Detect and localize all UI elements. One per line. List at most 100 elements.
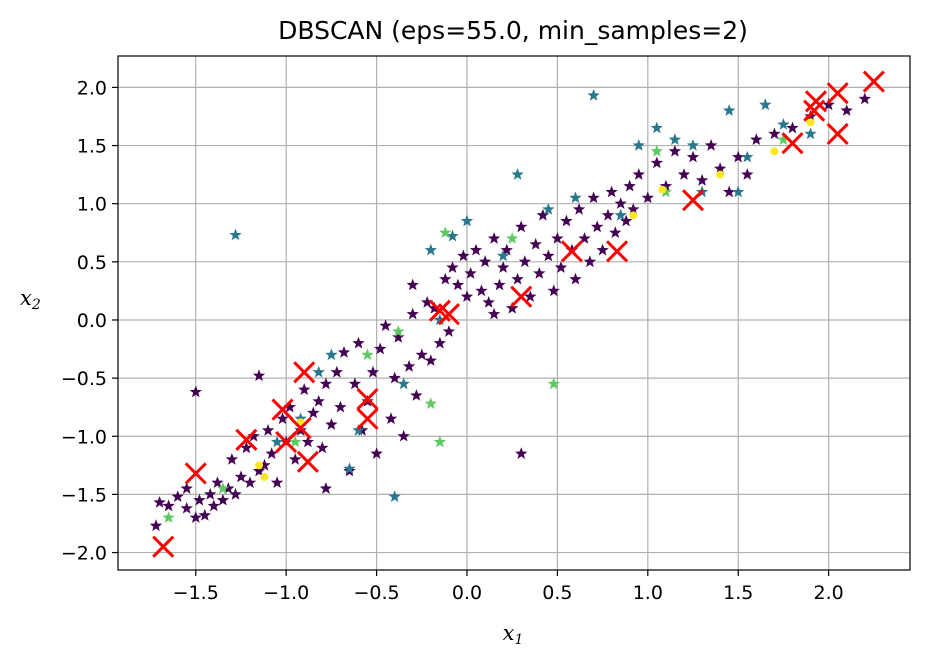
star-point: [469, 243, 483, 256]
star-point: [392, 325, 405, 337]
star-point: [243, 476, 257, 488]
star-point: [529, 237, 542, 250]
star-point: [714, 162, 727, 175]
anomaly-x-marker: [293, 361, 316, 384]
star-point: [348, 377, 362, 390]
star-point: [384, 412, 398, 425]
star-point: [533, 267, 546, 279]
star-point: [216, 493, 230, 506]
star-point: [732, 185, 745, 198]
anomaly-x-marker: [681, 189, 705, 212]
star-point: [334, 400, 347, 413]
star-point: [542, 249, 555, 262]
star-point: [446, 261, 459, 273]
star-point: [428, 301, 441, 314]
star-point: [337, 346, 351, 358]
star-point: [732, 150, 745, 163]
y-tick-label: −2.0: [61, 543, 107, 565]
star-point: [283, 400, 296, 413]
anomaly-x-marker: [356, 387, 379, 411]
circle-point: [658, 185, 667, 194]
star-point: [211, 476, 224, 488]
star-point: [424, 243, 437, 256]
star-point: [457, 249, 470, 262]
star-point: [225, 453, 239, 465]
anomaly-x-marker: [356, 407, 379, 430]
star-point: [343, 462, 356, 475]
star-point: [542, 203, 555, 215]
x-tick-label: −1.0: [263, 582, 309, 604]
star-point: [433, 313, 446, 326]
star-point: [316, 441, 329, 454]
star-point: [500, 243, 513, 256]
star-point: [312, 394, 325, 407]
x-tick-label: −1.5: [173, 582, 219, 604]
anomaly-x-marker: [606, 240, 629, 263]
star-point: [497, 261, 510, 273]
circle-point: [629, 211, 638, 220]
star-point: [578, 232, 591, 244]
star-point: [204, 487, 217, 500]
star-point: [270, 435, 284, 448]
plot-area-frame: [117, 55, 911, 571]
y-tick-label: −1.5: [61, 484, 107, 506]
star-point: [460, 290, 474, 302]
star-point: [402, 360, 416, 372]
star-point: [180, 501, 193, 514]
axis-ticks: −1.5 −1.0 −0.5 0.0 0.5 1.0 1.5 2.0 −2.0 −1.5 −1.0 −…: [61, 77, 844, 604]
star-point: [433, 336, 446, 349]
star-point: [301, 435, 314, 448]
star-point: [240, 441, 253, 454]
anomaly-x-marker: [826, 82, 849, 105]
star-point: [289, 453, 302, 465]
data-points: [149, 70, 885, 558]
star-point: [319, 482, 333, 494]
star-point: [361, 348, 374, 361]
star-point: [777, 118, 790, 130]
star-point: [207, 499, 220, 512]
star-point: [149, 519, 163, 532]
star-point: [261, 424, 275, 436]
star-point: [216, 482, 230, 494]
y-tick-label: 2.0: [77, 77, 107, 99]
star-point: [180, 482, 193, 494]
star-point: [786, 121, 799, 134]
star-point: [695, 173, 709, 186]
star-point: [252, 464, 266, 477]
star-point: [439, 226, 452, 238]
star-point: [587, 191, 600, 204]
star-point: [650, 156, 663, 169]
star-point: [370, 447, 383, 459]
anomaly-x-marker: [235, 428, 258, 451]
anomaly-x-marker: [803, 99, 826, 122]
star-point: [632, 168, 645, 180]
star-point: [723, 104, 736, 116]
star-point: [406, 278, 419, 291]
star-point: [153, 496, 166, 508]
star-point: [451, 278, 465, 291]
star-point: [759, 98, 772, 111]
x-tick-label: −0.5: [354, 582, 400, 604]
star-point: [388, 371, 401, 384]
star-point: [446, 229, 459, 242]
star-point: [388, 490, 401, 502]
star-point: [497, 249, 510, 262]
star-point: [623, 179, 636, 192]
star-point: [410, 389, 423, 401]
star-point: [421, 296, 434, 308]
star-point: [840, 104, 853, 116]
star-point: [614, 197, 627, 209]
circle-point: [255, 461, 264, 470]
anomaly-x-marker: [152, 535, 175, 558]
anomaly-x-marker: [271, 398, 294, 421]
y-axis-label: x2: [20, 286, 41, 313]
anomaly-x-marker: [862, 70, 885, 93]
star-point: [352, 424, 365, 436]
star-point: [171, 490, 184, 502]
x-tick-label: 1.5: [723, 582, 753, 604]
star-point: [641, 191, 654, 204]
star-point: [312, 365, 325, 378]
circle-point: [716, 170, 725, 179]
star-point: [858, 92, 871, 105]
star-point: [569, 272, 582, 285]
